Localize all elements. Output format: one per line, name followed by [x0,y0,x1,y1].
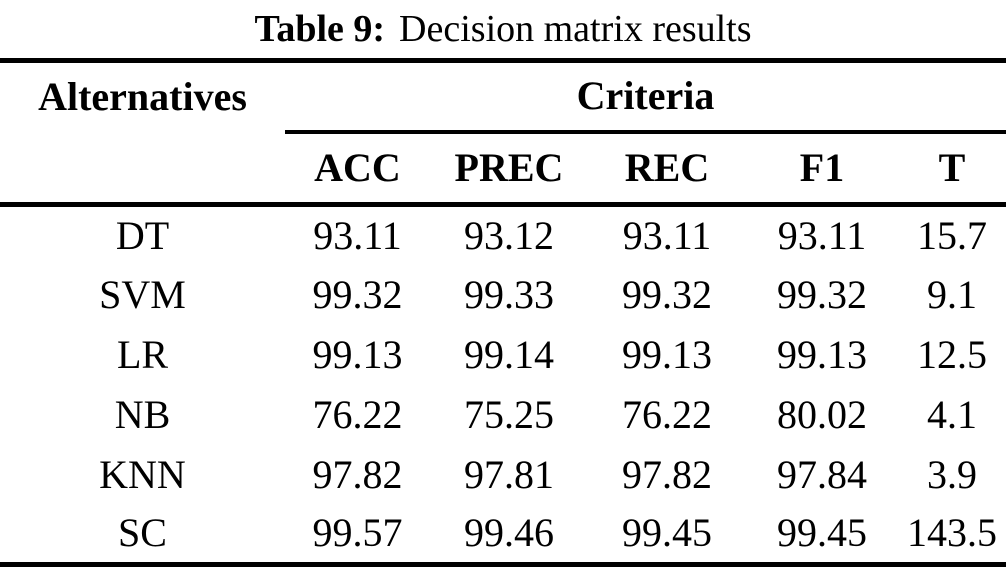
table-row-sc: SC 99.57 99.46 99.45 99.45 143.5 [0,505,1006,565]
column-header-prec: PREC [430,131,588,207]
table-row-svm: SVM 99.32 99.33 99.32 99.32 9.1 [0,265,1006,325]
table-row-lr: LR 99.13 99.14 99.13 99.13 12.5 [0,325,1006,385]
cell-value: 4.1 [927,391,978,437]
cell-value: 97.82 [622,451,712,497]
row-label: KNN [99,451,186,497]
cell-value: 76.22 [622,391,712,437]
row-label: NB [114,391,171,437]
cell-value: 99.45 [777,510,867,556]
cell-value: 75.25 [464,391,554,437]
cell-value: 99.57 [312,510,403,556]
cell-value: 99.32 [622,271,712,317]
cell-value: 99.13 [312,331,403,377]
row-label: SC [118,510,167,556]
column-header-alternatives: Alternatives [38,74,247,120]
row-label: DT [115,212,170,258]
cell-value: 99.32 [312,271,403,317]
table-caption-label: Table 9: [254,8,386,50]
cell-value: 97.82 [312,451,403,497]
cell-value: 99.33 [464,271,554,317]
cell-value: 99.14 [464,331,554,377]
cell-value: 15.7 [917,212,988,258]
cell-value: 99.46 [464,510,554,556]
cell-value: 99.13 [622,331,712,377]
table-row-nb: NB 76.22 75.25 76.22 80.02 4.1 [0,385,1006,445]
column-group-header-criteria: Criteria [285,60,1006,134]
decision-matrix-table: Alternatives Criteria ACC PREC REC F1 T … [0,58,1006,567]
column-header-acc: ACC [285,131,430,207]
cell-value: 99.32 [777,271,867,317]
cell-value: 99.13 [777,331,867,377]
cell-value: 93.11 [622,212,712,258]
cell-value: 97.84 [777,451,867,497]
table-caption-text: Decision matrix results [399,8,752,50]
cell-value: 97.81 [464,451,554,497]
column-header-f1: F1 [746,131,898,207]
cell-value: 80.02 [777,391,867,437]
cell-value: 93.12 [464,212,554,258]
column-header-rec: REC [588,131,746,207]
cell-value: 76.22 [312,391,403,437]
header-cols-row: ACC PREC REC F1 T [0,131,1006,207]
header-group-row: Alternatives Criteria [0,60,1006,134]
table-row-knn: KNN 97.82 97.81 97.82 97.84 3.9 [0,445,1006,505]
column-header-spacer [0,131,285,207]
table-row-dt: DT 93.11 93.12 93.11 93.11 15.7 [0,205,1006,265]
table-caption: Table 9: Decision matrix results [0,0,1006,58]
row-label: LR [116,331,169,377]
cell-value: 93.11 [777,212,867,258]
cell-value: 3.9 [927,451,978,497]
cell-value: 143.5 [907,510,998,556]
cell-value: 99.45 [622,510,712,556]
cell-value: 9.1 [927,271,978,317]
row-label: SVM [99,271,186,317]
cell-value: 93.11 [313,212,402,258]
column-header-t: T [898,131,1006,207]
cell-value: 12.5 [917,331,988,377]
